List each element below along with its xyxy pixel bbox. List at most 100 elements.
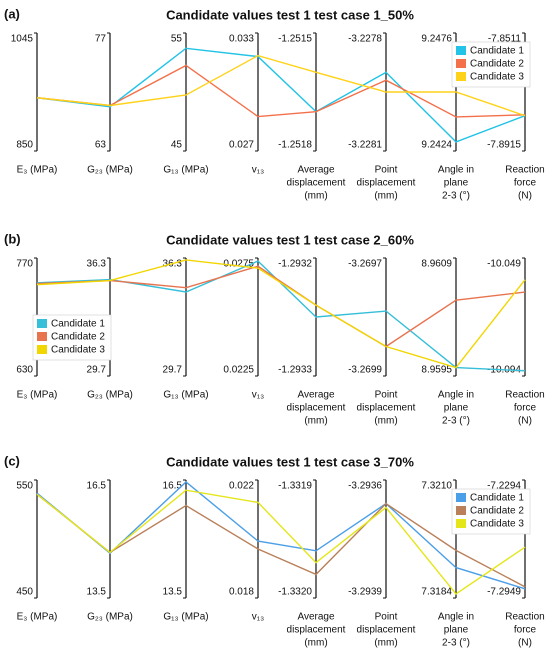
tick-label: -1.2933 xyxy=(278,365,312,376)
tick-label: -10.049 xyxy=(487,259,521,270)
legend-swatch xyxy=(37,332,47,341)
axis-label: Angle in xyxy=(438,165,474,176)
legend-swatch xyxy=(37,345,47,354)
series-line xyxy=(36,54,526,117)
series-line xyxy=(36,259,526,369)
tick-label: -3.2281 xyxy=(348,140,382,151)
axis-label: G₁₃ (MPa) xyxy=(163,390,208,401)
tick-label: 9.2424 xyxy=(421,140,452,151)
panel-label: (b) xyxy=(4,231,21,246)
axis-label: Average xyxy=(297,390,335,401)
tick-label: 16.5 xyxy=(163,481,183,492)
series-line xyxy=(36,265,526,348)
tick-label: 630 xyxy=(16,365,33,376)
axis-label: (mm) xyxy=(374,638,397,649)
legend-label: Candidate 1 xyxy=(470,493,524,504)
axis-label: v₁₃ xyxy=(252,612,264,623)
axis-label: (mm) xyxy=(304,638,327,649)
tick-label: 850 xyxy=(16,140,33,151)
axis-label: G₁₃ (MPa) xyxy=(163,165,208,176)
axis-label: Angle in xyxy=(438,390,474,401)
axis-label: 2-3 (°) xyxy=(442,416,470,427)
axis-label: displacement xyxy=(357,403,416,414)
legend-swatch xyxy=(456,506,466,515)
legend-label: Candidate 1 xyxy=(51,319,105,330)
tick-label: 770 xyxy=(16,259,33,270)
tick-label: 0.0275 xyxy=(223,259,254,270)
tick-label: -3.2699 xyxy=(348,365,382,376)
axis-label: (mm) xyxy=(304,191,327,202)
tick-label: 63 xyxy=(95,140,107,151)
legend-swatch xyxy=(456,519,466,528)
legend-label: Candidate 2 xyxy=(51,332,105,343)
legend-label: Candidate 3 xyxy=(51,345,105,356)
chart-title: Candidate values test 1 test case 1_50% xyxy=(166,7,414,22)
axis-label: G₁₃ (MPa) xyxy=(163,612,208,623)
tick-label: -7.2949 xyxy=(487,587,521,598)
panel-label: (a) xyxy=(4,6,20,21)
legend-label: Candidate 2 xyxy=(470,506,524,517)
legend-swatch xyxy=(456,493,466,502)
axis-label: G₂₃ (MPa) xyxy=(87,612,133,623)
tick-label: -1.2515 xyxy=(278,34,312,45)
tick-label: 16.5 xyxy=(87,481,107,492)
axis-label: (mm) xyxy=(374,191,397,202)
tick-label: 29.7 xyxy=(87,365,107,376)
tick-label: 0.022 xyxy=(229,481,254,492)
tick-label: 8.9609 xyxy=(421,259,452,270)
legend-swatch xyxy=(456,59,466,68)
axis-label: 2-3 (°) xyxy=(442,638,470,649)
tick-label: 9.2476 xyxy=(421,34,452,45)
axis-label: v₁₃ xyxy=(252,390,264,401)
chart-title: Candidate values test 1 test case 2_60% xyxy=(166,232,414,247)
axis-label: force xyxy=(514,178,537,189)
axis-label: (mm) xyxy=(304,416,327,427)
legend-swatch xyxy=(456,72,466,81)
axis-label: Average xyxy=(297,612,335,623)
axis-label: Point xyxy=(375,390,398,401)
axis-label: (mm) xyxy=(374,416,397,427)
axis-label: displacement xyxy=(287,178,346,189)
tick-label: 13.5 xyxy=(163,587,183,598)
tick-label: 0.027 xyxy=(229,140,254,151)
tick-label: -7.2294 xyxy=(487,481,521,492)
axis-label: plane xyxy=(444,178,469,189)
tick-label: 29.7 xyxy=(163,365,183,376)
axis-label: (N) xyxy=(518,638,532,649)
axis-label: Reaction xyxy=(505,612,544,623)
legend-label: Candidate 1 xyxy=(470,46,524,57)
tick-label: -1.2518 xyxy=(278,140,312,151)
tick-label: 36.3 xyxy=(87,259,107,270)
tick-label: 1045 xyxy=(11,34,34,45)
tick-label: 55 xyxy=(171,34,183,45)
tick-label: -3.2939 xyxy=(348,587,382,598)
legend-label: Candidate 3 xyxy=(470,519,524,530)
tick-label: 550 xyxy=(16,481,33,492)
axis-label: displacement xyxy=(287,403,346,414)
tick-label: -1.3319 xyxy=(278,481,312,492)
tick-label: 0.033 xyxy=(229,34,254,45)
tick-label: 45 xyxy=(171,140,183,151)
axis-label: E₃ (MPa) xyxy=(17,165,58,176)
tick-label: 7.3210 xyxy=(421,481,452,492)
legend-swatch xyxy=(37,319,47,328)
axis-label: (N) xyxy=(518,416,532,427)
tick-label: -3.2697 xyxy=(348,259,382,270)
axis-label: Reaction xyxy=(505,390,544,401)
tick-label: 13.5 xyxy=(87,587,107,598)
legend-label: Candidate 3 xyxy=(470,72,524,83)
axis-label: force xyxy=(514,625,537,636)
series-line xyxy=(36,64,526,118)
tick-label: 450 xyxy=(16,587,33,598)
axis-label: Point xyxy=(375,612,398,623)
tick-label: 77 xyxy=(95,34,107,45)
series-line xyxy=(36,489,526,595)
legend-swatch xyxy=(456,46,466,55)
axis-label: G₂₃ (MPa) xyxy=(87,165,133,176)
axis-label: (N) xyxy=(518,191,532,202)
legend-label: Candidate 2 xyxy=(470,59,524,70)
axis-label: plane xyxy=(444,625,469,636)
axis-label: E₃ (MPa) xyxy=(17,390,58,401)
